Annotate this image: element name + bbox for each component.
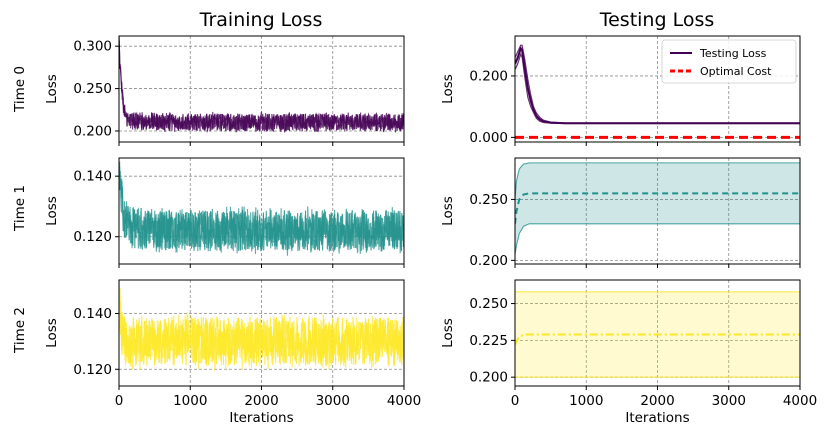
y-axis-label: Loss xyxy=(44,196,60,226)
y-tick-label: 0.225 xyxy=(469,333,508,349)
y-tick-label: 0.200 xyxy=(469,253,508,269)
y-tick-label: 0.200 xyxy=(469,370,508,386)
y-tick-label: 0.140 xyxy=(73,169,112,185)
series-line xyxy=(515,192,800,224)
panel-training-time-1: 0.120 0.140 Loss xyxy=(44,157,405,268)
panels: 0.2000.2500.300Loss0.1200.140Loss0.1200.… xyxy=(44,35,817,426)
panel-testing-time-2: 0.200 0.225 0.250 0 1000 2000 3000 4000 Loss Iter… xyxy=(440,279,817,426)
column-title-training: Training Loss xyxy=(199,9,323,31)
y-axis-label: Loss xyxy=(44,318,60,348)
series-line-noisy xyxy=(119,39,404,133)
band-lower-line xyxy=(515,223,800,255)
x-axis-label: Iterations xyxy=(625,410,689,426)
legend-label-optimal-cost: Optimal Cost xyxy=(700,65,772,78)
y-tick-label: 0.250 xyxy=(469,296,508,312)
column-title-testing: Testing Loss xyxy=(599,9,715,31)
x-tick-label: 2000 xyxy=(244,393,278,409)
confidence-band xyxy=(515,162,800,255)
x-tick-label: 3000 xyxy=(712,393,746,409)
x-tick-label: 4000 xyxy=(387,393,421,409)
legend: Testing Loss Optimal Cost xyxy=(661,39,797,84)
row-label-time-0: Time 0 xyxy=(12,66,28,113)
series-line xyxy=(515,333,800,346)
plot-area xyxy=(515,44,800,139)
band-upper-line xyxy=(515,162,800,200)
x-tick-label: 1000 xyxy=(173,393,207,409)
panel-training-time-0: 0.200 0.250 0.300 Loss xyxy=(44,35,405,146)
series-line-noisy xyxy=(119,161,404,252)
series-line xyxy=(515,46,800,125)
y-tick-label: 0.120 xyxy=(73,229,112,245)
legend-label-testing-loss: Testing Loss xyxy=(699,47,767,60)
row-label-time-1: Time 1 xyxy=(12,185,28,232)
plot-area xyxy=(119,280,404,371)
y-tick-label: 0.140 xyxy=(73,306,112,322)
y-tick-label: 0.120 xyxy=(73,362,112,378)
series-line-noisy xyxy=(119,286,404,366)
y-axis-label: Loss xyxy=(44,74,60,104)
row-label-time-2: Time 2 xyxy=(12,307,28,354)
plot-area xyxy=(119,161,404,256)
x-tick-label: 4000 xyxy=(783,393,817,409)
plot-area xyxy=(119,36,404,134)
plot-area xyxy=(515,291,800,378)
plot-area xyxy=(515,162,800,255)
x-tick-label: 0 xyxy=(511,393,520,409)
x-tick-label: 1000 xyxy=(569,393,603,409)
panel-testing-time-1: 0.200 0.250 Loss xyxy=(440,157,801,269)
y-tick-label: 0.300 xyxy=(73,39,112,55)
y-tick-label: 0.200 xyxy=(469,68,508,84)
panel-training-time-2: 0.120 0.140 0 1000 2000 3000 4000 Loss Iteration… xyxy=(44,279,421,426)
y-axis-label: Loss xyxy=(440,196,456,226)
y-tick-label: 0.250 xyxy=(73,81,112,97)
y-tick-label: 0.200 xyxy=(73,123,112,139)
x-axis-label: Iterations xyxy=(229,410,293,426)
x-tick-label: 0 xyxy=(115,393,124,409)
x-tick-label: 3000 xyxy=(316,393,350,409)
panel-testing-time-0: 0.000 0.200 Loss Testing Loss Optimal Cost xyxy=(440,35,801,146)
x-tick-label: 2000 xyxy=(640,393,674,409)
series-line-noisy xyxy=(119,36,404,134)
y-axis-label: Loss xyxy=(440,74,456,104)
y-tick-label: 0.000 xyxy=(469,130,508,146)
y-axis-label: Loss xyxy=(440,318,456,348)
y-tick-label: 0.250 xyxy=(469,192,508,208)
legend-box xyxy=(661,39,797,84)
